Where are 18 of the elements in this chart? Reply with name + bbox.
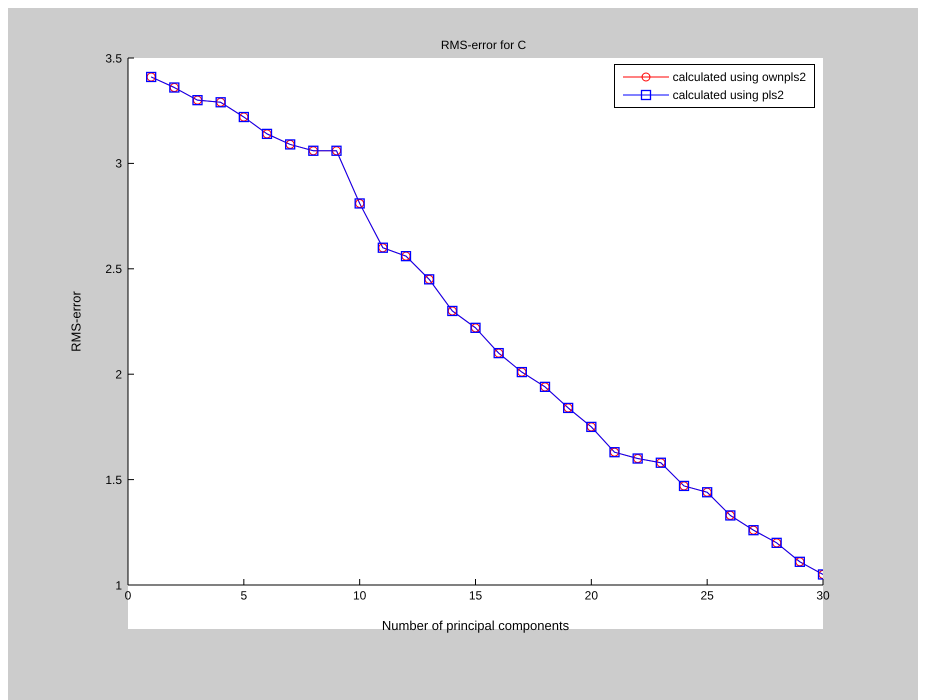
x-tick-label: 30 [816, 588, 830, 603]
legend-label: calculated using ownpls2 [672, 70, 806, 84]
y-tick-label: 2.5 [105, 262, 122, 276]
x-tick-label: 20 [584, 588, 598, 603]
chart-title: RMS-error for C [440, 38, 528, 52]
y-tick-label: 2 [115, 367, 122, 382]
y-tick-label: 1 [115, 578, 122, 592]
x-tick-label: 15 [468, 588, 482, 603]
y-tick-label: 3 [115, 156, 122, 171]
legend-label: calculated using pls2 [672, 88, 784, 102]
y-axis-title: RMS-error [68, 290, 84, 352]
y-tick-label: 1.5 [105, 472, 122, 487]
x-tick-label: 0 [124, 588, 132, 603]
x-tick-label: 10 [352, 588, 367, 603]
x-tick-label: 5 [240, 588, 248, 603]
x-tick-label: 25 [700, 588, 714, 603]
y-tick-label: 3.5 [105, 51, 122, 66]
x-axis-title: Number of principal components [382, 618, 570, 633]
